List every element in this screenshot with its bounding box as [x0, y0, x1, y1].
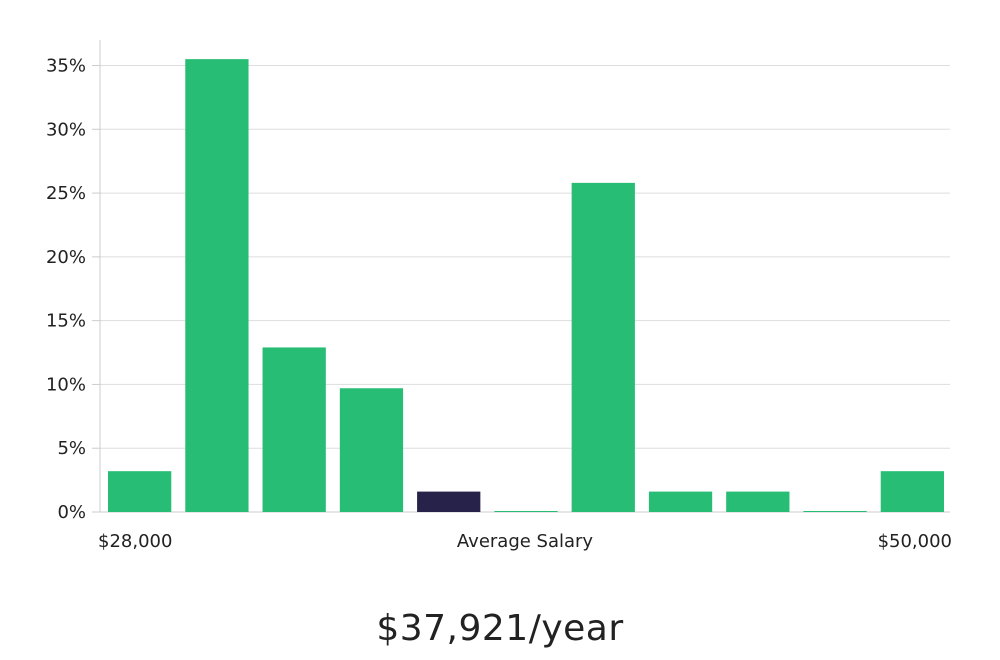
y-tick-label: 20% [46, 247, 86, 268]
bar-highlighted [417, 491, 481, 512]
salary-histogram: 0% 5% 10% 15% 20% 25% 30% 35% $28,000 Average S… [46, 40, 952, 552]
y-tick-labels: 0% 5% 10% 15% 20% 25% 30% 35% [46, 56, 86, 523]
y-tick-label: 0% [57, 502, 86, 523]
bar [108, 471, 172, 512]
y-tick-label: 15% [46, 311, 86, 332]
bar [262, 347, 326, 512]
bar [726, 491, 790, 512]
y-tick-label: 5% [57, 438, 86, 459]
y-tick-label: 10% [46, 374, 86, 395]
average-salary-summary: $37,921/year [376, 608, 624, 649]
y-tick-label: 30% [46, 119, 86, 140]
x-max-label: $50,000 [878, 531, 952, 552]
x-axis-title: Average Salary [457, 531, 594, 552]
bar [185, 59, 249, 513]
bar [880, 471, 944, 512]
bar [339, 388, 404, 512]
x-min-label: $28,000 [98, 531, 172, 552]
bar [803, 511, 867, 512]
y-tick-label: 35% [46, 56, 86, 77]
bar [494, 511, 558, 512]
bar [571, 182, 635, 512]
y-tick-label: 25% [46, 183, 86, 204]
bars [108, 59, 944, 513]
bar [648, 491, 713, 512]
